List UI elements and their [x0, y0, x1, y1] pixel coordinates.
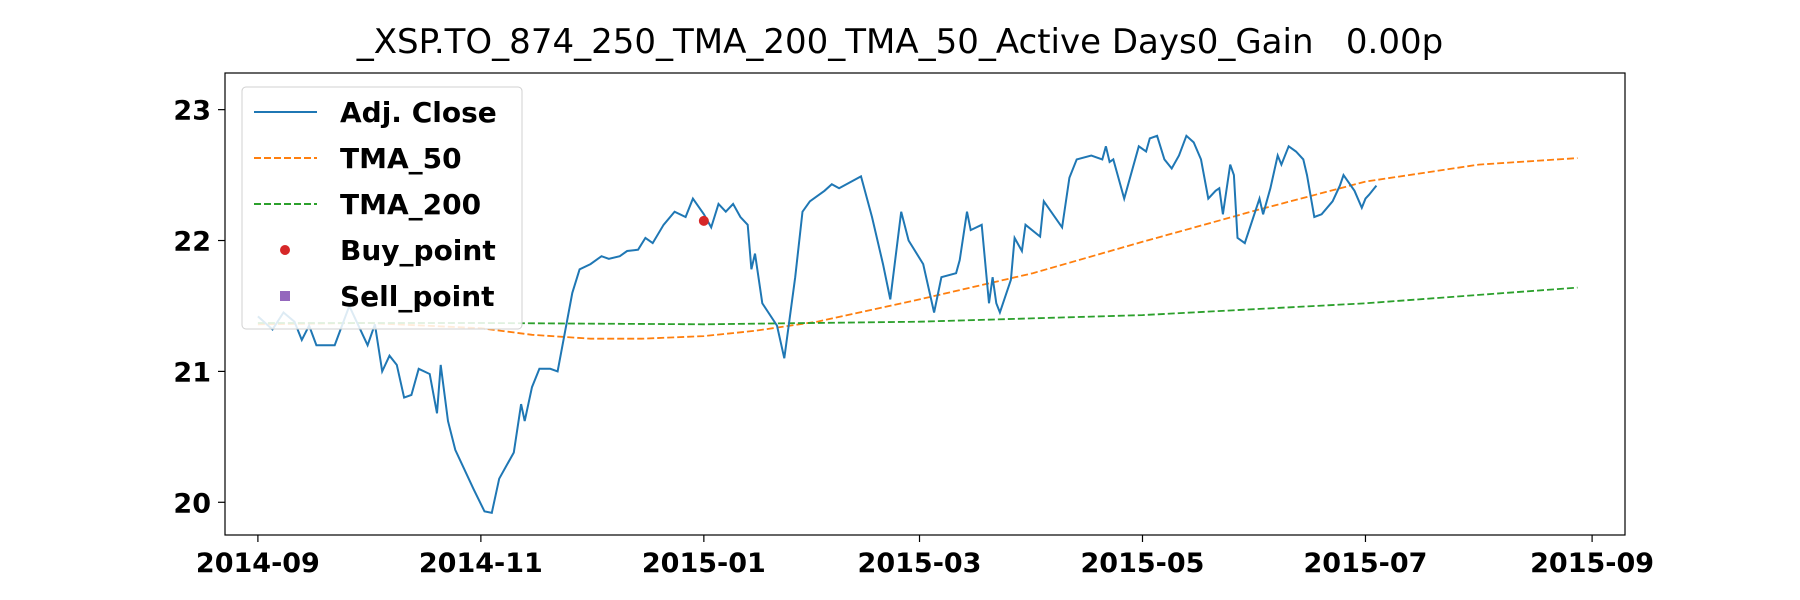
axes-frame — [224, 72, 1626, 536]
legend-label-adj-close: Adj. Close — [340, 96, 497, 129]
legend-label-buy-point: Buy_point — [340, 234, 496, 267]
y-axis: 20 21 22 23 — [173, 96, 225, 519]
x-tick-label: 2014-11 — [419, 548, 543, 579]
x-tick-label: 2015-09 — [1530, 548, 1654, 579]
series-line-adj-close — [257, 134, 1378, 514]
legend: Adj. Close TMA_50 TMA_200 Buy_point Sell_poi… — [241, 86, 523, 330]
y-tick-label: 21 — [173, 357, 211, 388]
chart-title: _XSP.TO_874_250_TMA_200_TMA_50_Active Da… — [356, 22, 1444, 62]
legend-label-tma-200: TMA_200 — [340, 188, 481, 221]
x-axis: 2014-09 2014-11 2015-01 2015-03 2015-05 2015-… — [196, 535, 1654, 579]
y-tick-label: 20 — [173, 488, 211, 519]
y-tick-label: 23 — [173, 96, 211, 127]
x-tick-label: 2014-09 — [196, 548, 320, 579]
x-tick-label: 2015-01 — [642, 548, 766, 579]
legend-box — [241, 86, 523, 330]
x-tick-label: 2015-03 — [858, 548, 982, 579]
legend-swatch-sell-point — [280, 291, 290, 301]
buy-point-marker — [698, 215, 709, 226]
y-tick-label: 22 — [173, 227, 211, 258]
legend-label-sell-point: Sell_point — [340, 280, 495, 313]
x-tick-label: 2015-07 — [1304, 548, 1428, 579]
x-tick-label: 2015-05 — [1081, 548, 1205, 579]
legend-swatch-buy-point — [280, 245, 290, 255]
legend-label-tma-50: TMA_50 — [340, 142, 462, 175]
